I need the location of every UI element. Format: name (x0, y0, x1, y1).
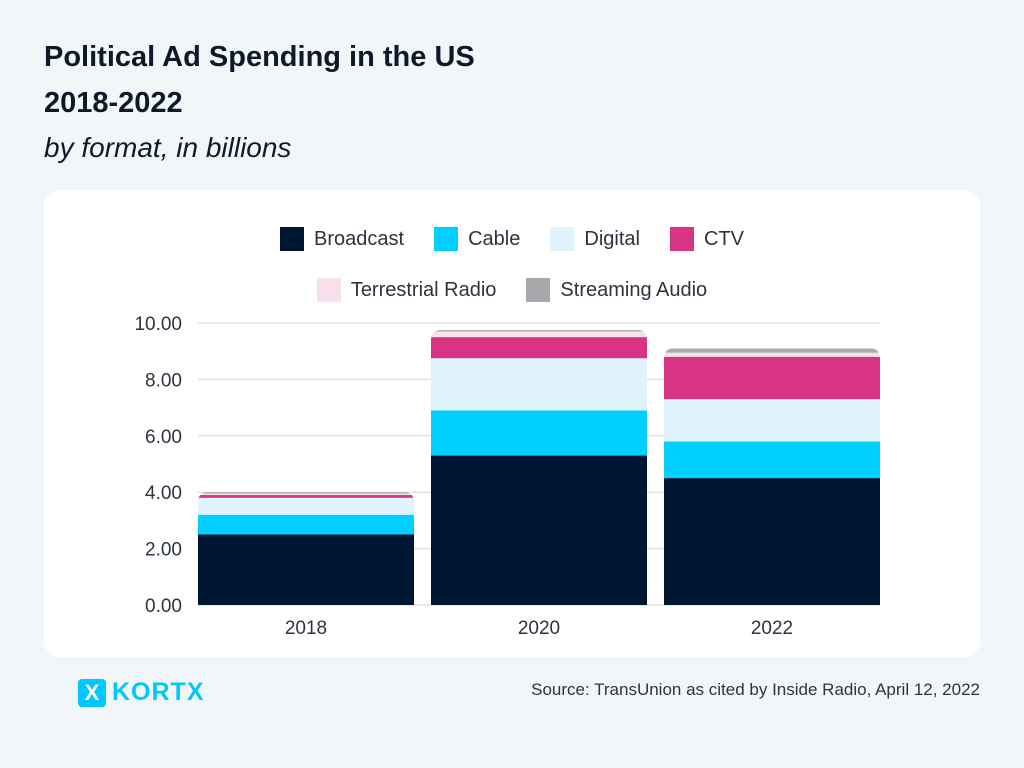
legend-label: Cable (468, 227, 521, 250)
x-tick-label: 2018 (285, 618, 327, 639)
legend-item: Terrestrial Radio (316, 278, 497, 302)
legend-item: Cable (434, 227, 520, 251)
legend-swatch (316, 278, 341, 302)
bar-segment-cable (431, 410, 647, 456)
y-tick-label: 2.00 (145, 540, 182, 561)
bar-segment-terrestrial-radio (198, 493, 414, 496)
bar-segment-terrestrial-radio (431, 331, 647, 338)
bar-segment-broadcast (431, 455, 647, 605)
source-note: Source: TransUnion as cited by Inside Ra… (531, 680, 980, 699)
bar-segment-streaming-audio (664, 348, 880, 353)
legend-item: Streaming Audio (526, 278, 707, 302)
chart-subtitle: by format, in billions (44, 132, 292, 163)
bar-segment-broadcast (198, 534, 414, 605)
bar-segment-digital (431, 358, 647, 411)
stacked-bar-chart: 0.00 2.00 4.00 6.00 8.00 10.00 2018 2020 2022 (134, 314, 880, 639)
chart-title: Political Ad Spending in the US 2018-202… (44, 34, 475, 126)
bar-segment-ctv (431, 337, 647, 359)
legend-row-2: Terrestrial Radio Streaming Audio (44, 278, 980, 302)
legend-label: Terrestrial Radio (350, 278, 497, 301)
legend-swatch (669, 227, 694, 251)
legend-label: Streaming Audio (560, 278, 708, 301)
title-line-2: 2018-2022 (44, 87, 183, 119)
y-tick-label: 8.00 (145, 370, 182, 391)
bar-segment-digital (198, 497, 414, 515)
bar-segment-broadcast (664, 478, 880, 605)
bar-stack (431, 330, 647, 605)
title-line-1: Political Ad Spending in the US (44, 41, 475, 73)
chart-card: Broadcast Cable Digital CTV Terrestrial Rad… (44, 190, 980, 657)
legend-label: Broadcast (314, 227, 405, 250)
bar-segment-streaming-audio (431, 330, 647, 332)
bar-stack (664, 348, 880, 605)
legend-swatch (526, 278, 551, 302)
legend-row-1: Broadcast Cable Digital CTV (44, 227, 980, 251)
bar-segment-ctv (664, 356, 880, 400)
legend-item: CTV (669, 227, 744, 251)
y-tick-label: 10.00 (134, 314, 182, 335)
kortx-logo: X KORTX (78, 678, 205, 707)
bar-segment-streaming-audio (198, 492, 414, 494)
bar-stack (198, 492, 414, 605)
legend-swatch (550, 227, 575, 251)
legend-item: Digital (550, 227, 640, 251)
x-tick-label: 2022 (751, 618, 793, 639)
legend-label: CTV (703, 227, 744, 250)
bar-segment-digital (664, 399, 880, 442)
logo-text: KORTX (112, 678, 205, 706)
x-tick-label: 2020 (518, 618, 560, 639)
y-tick-label: 0.00 (145, 596, 182, 617)
legend-item: Broadcast (280, 227, 404, 251)
y-tick-label: 6.00 (145, 427, 182, 448)
y-tick-label: 4.00 (145, 483, 182, 504)
logo-mark: X (78, 678, 106, 707)
legend-swatch (434, 227, 459, 251)
legend-label: Digital (584, 227, 640, 250)
bar-segment-cable (664, 441, 880, 479)
bar-segment-cable (198, 514, 414, 535)
bar-segment-ctv (198, 495, 414, 498)
legend-swatch (280, 227, 305, 251)
bar-segment-terrestrial-radio (664, 352, 880, 357)
